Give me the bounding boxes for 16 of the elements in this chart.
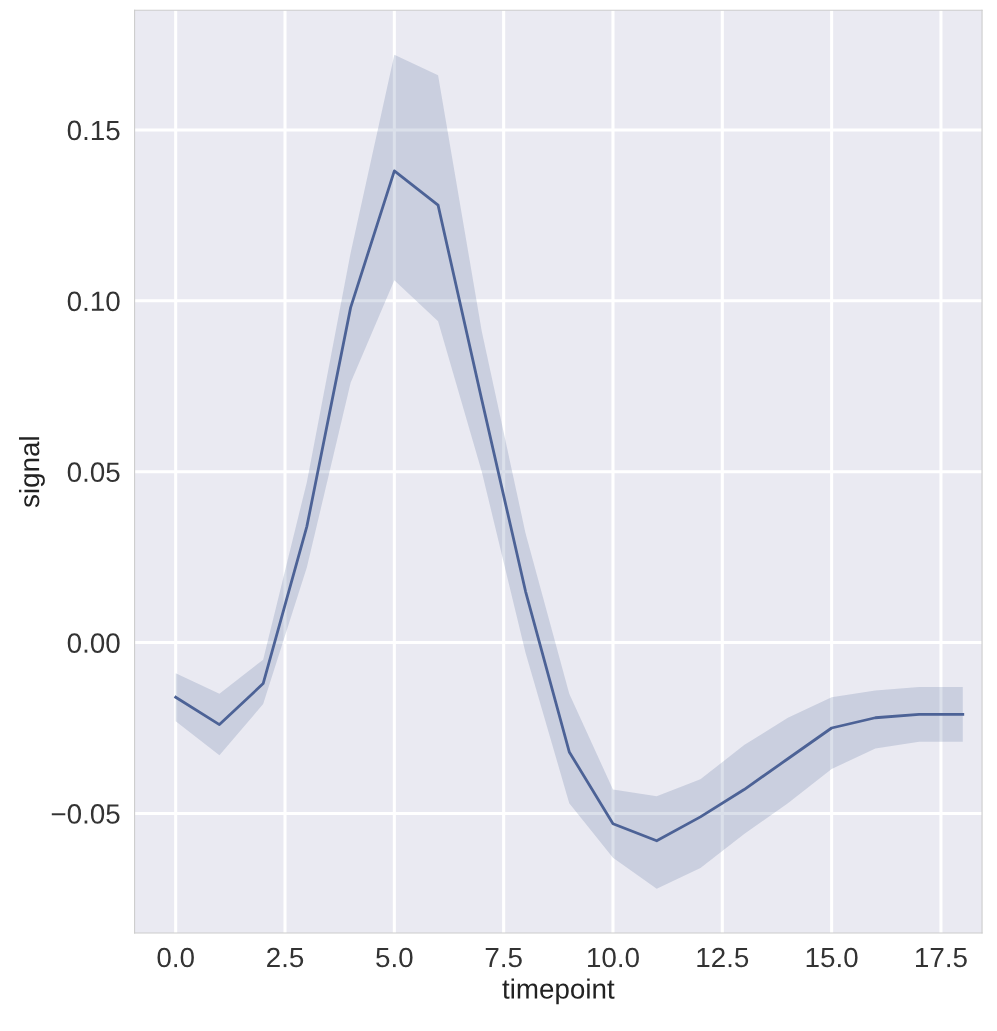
- x-tick-label: 12.5: [697, 947, 749, 968]
- line-series: [174, 169, 965, 843]
- y-tick-label: 0.05: [67, 462, 120, 483]
- y-tick-label: 0.00: [67, 633, 120, 653]
- x-tick-label: 5.0: [376, 947, 413, 968]
- x-tick-label: 10.0: [588, 947, 639, 968]
- x-tick-label: 0.0: [157, 947, 194, 968]
- x-tick-label: 17.5: [916, 947, 967, 968]
- x-axis-title: timepoint: [502, 978, 615, 1005]
- y-tick-label: −0.05: [51, 804, 120, 824]
- x-tick-label: 15.0: [806, 947, 858, 968]
- x-tick-label: 2.5: [267, 947, 304, 968]
- x-tick-label: 7.5: [485, 947, 522, 968]
- y-tick-label: 0.10: [67, 291, 120, 312]
- y-tick-label: 0.15: [67, 120, 120, 141]
- y-axis-title: signal: [18, 437, 45, 508]
